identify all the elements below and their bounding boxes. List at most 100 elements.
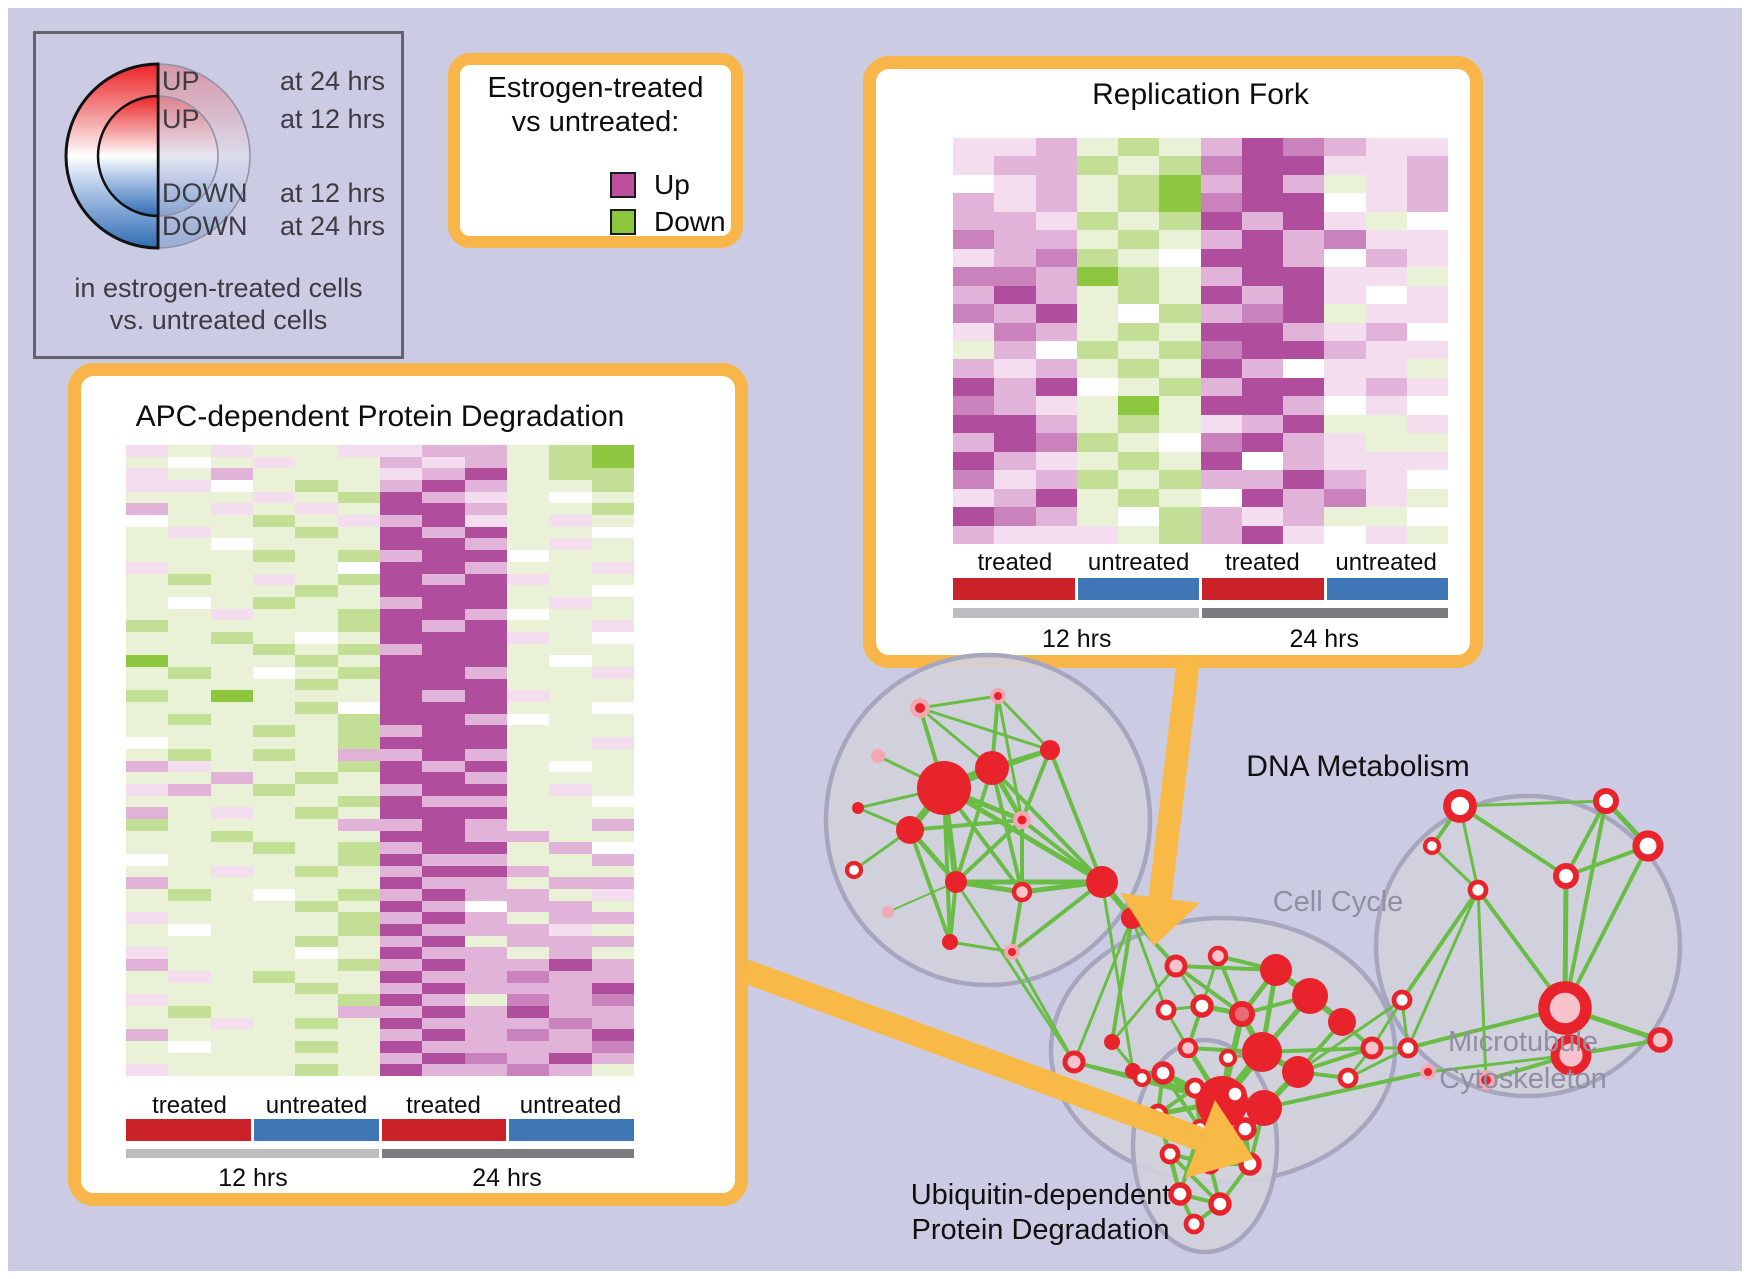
ubiquitin-label-line1: Ubiquitin-dependent: [910, 1179, 1171, 1211]
network-node: [917, 761, 971, 815]
heatmap-cell: [1324, 414, 1366, 434]
heatmap-cell: [1159, 488, 1201, 508]
heatmap-cell: [464, 900, 507, 913]
heatmap-cell: [591, 526, 634, 539]
heatmap-cell: [1076, 248, 1118, 268]
network-edge: [1130, 916, 1168, 1012]
network-edge: [1564, 799, 1608, 878]
heatmap-cell: [1324, 138, 1366, 157]
heatmap-cell: [1159, 507, 1201, 526]
heatmap-cell: [379, 982, 423, 995]
heatmap-cell: [464, 655, 507, 668]
network-node: [1282, 1056, 1314, 1088]
heatmap-cell: [379, 445, 423, 457]
network-edge: [1099, 879, 1135, 921]
heatmap-cell: [1365, 341, 1407, 360]
heatmap-cell: [506, 655, 550, 668]
heatmap-cell: [506, 947, 550, 960]
heatmap-cell: [591, 935, 634, 948]
heatmap-cell: [168, 538, 211, 551]
heatmap-cell: [295, 935, 338, 948]
heatmap-cell: [953, 285, 995, 305]
bar-segment: [126, 1149, 379, 1158]
heatmap-cell: [422, 994, 465, 1006]
network-edge: [990, 766, 1104, 884]
heatmap-cell: [168, 643, 211, 656]
heatmap-cell: [464, 877, 507, 890]
heatmap-cell: [168, 631, 211, 644]
heatmap-cell: [168, 970, 211, 983]
heatmap-cell: [337, 1005, 380, 1018]
group-label: treated: [152, 1092, 227, 1119]
heatmap-cell: [126, 713, 169, 726]
heatmap-cell: [210, 538, 253, 551]
heatmap-cell: [1035, 211, 1077, 231]
heatmap-cell: [1241, 451, 1283, 471]
network-edge: [1240, 994, 1312, 1016]
heatmap-cell: [379, 526, 423, 539]
heatmap-cell: [1159, 230, 1201, 249]
heatmap-cell: [1324, 174, 1366, 194]
heatmap-cell: [252, 480, 296, 492]
heatmap-cell: [1241, 193, 1283, 212]
heatmap-cell: [379, 795, 423, 808]
heatmap-cell: [168, 608, 211, 621]
network-edge: [852, 828, 912, 872]
network-edge: [1186, 1046, 1264, 1054]
heatmap-cell: [1324, 156, 1366, 175]
heatmap-cell: [1076, 285, 1118, 305]
heatmap-cell: [252, 818, 296, 831]
network-edge: [918, 694, 1000, 710]
network-edge: [990, 694, 1000, 770]
heatmap-cell: [1324, 488, 1366, 508]
heatmap-cell: [1159, 433, 1201, 452]
heatmap-cell: [126, 643, 169, 656]
network-node: [1443, 789, 1477, 823]
heatmap-cell: [422, 783, 465, 796]
heatmap-cell: [464, 702, 507, 714]
heatmap-cell: [506, 468, 550, 481]
heatmap-cell: [1365, 322, 1407, 341]
time-label: 24 hrs: [472, 1164, 542, 1192]
heatmap-cell: [1406, 433, 1448, 452]
heatmap-cell: [168, 596, 211, 609]
heatmap-cell: [210, 468, 253, 481]
heatmap-cell: [422, 818, 465, 831]
heatmap-cell: [126, 585, 169, 597]
heatmap-cell: [337, 795, 380, 808]
heatmap-cell: [464, 783, 507, 796]
heatmap-cell: [422, 853, 465, 866]
heatmap-cell: [1076, 377, 1118, 397]
heatmap-cell: [295, 620, 338, 632]
network-edge: [990, 766, 1024, 894]
heatmap-cell: [591, 561, 634, 574]
network-edge: [918, 706, 1052, 752]
heatmap-cell: [337, 889, 380, 901]
network-edge: [1233, 1092, 1247, 1131]
heatmap-cell: [1200, 396, 1242, 415]
heatmap-cell: [464, 713, 507, 726]
heatmap-cell: [1200, 433, 1242, 452]
up-swatch: [610, 172, 636, 198]
heatmap-cell: [549, 690, 592, 703]
heatmap-cell: [252, 935, 296, 948]
heatmap-cell: [252, 631, 296, 644]
heatmap-cell: [337, 503, 380, 516]
network-edge: [1563, 844, 1650, 1010]
heatmap-cell: [422, 643, 465, 656]
heatmap-cell: [1365, 193, 1407, 212]
heatmap-cell: [210, 655, 253, 668]
network-edge: [1019, 879, 1105, 895]
apc-treatment-bar: [126, 1119, 634, 1141]
heatmap-cell: [337, 935, 380, 948]
heatmap-cell: [1324, 304, 1366, 323]
microtubule-label-line2: Cytoskeleton: [1439, 1063, 1607, 1095]
heatmap-cell: [168, 830, 211, 843]
heatmap-cell: [1118, 230, 1160, 249]
network-edge: [1197, 1099, 1225, 1131]
bar-segment: [509, 1119, 634, 1141]
heatmap-cell: [464, 480, 507, 492]
heatmap-cell: [126, 1029, 169, 1041]
network-edge: [1603, 798, 1651, 849]
heatmap-cell: [295, 982, 338, 995]
